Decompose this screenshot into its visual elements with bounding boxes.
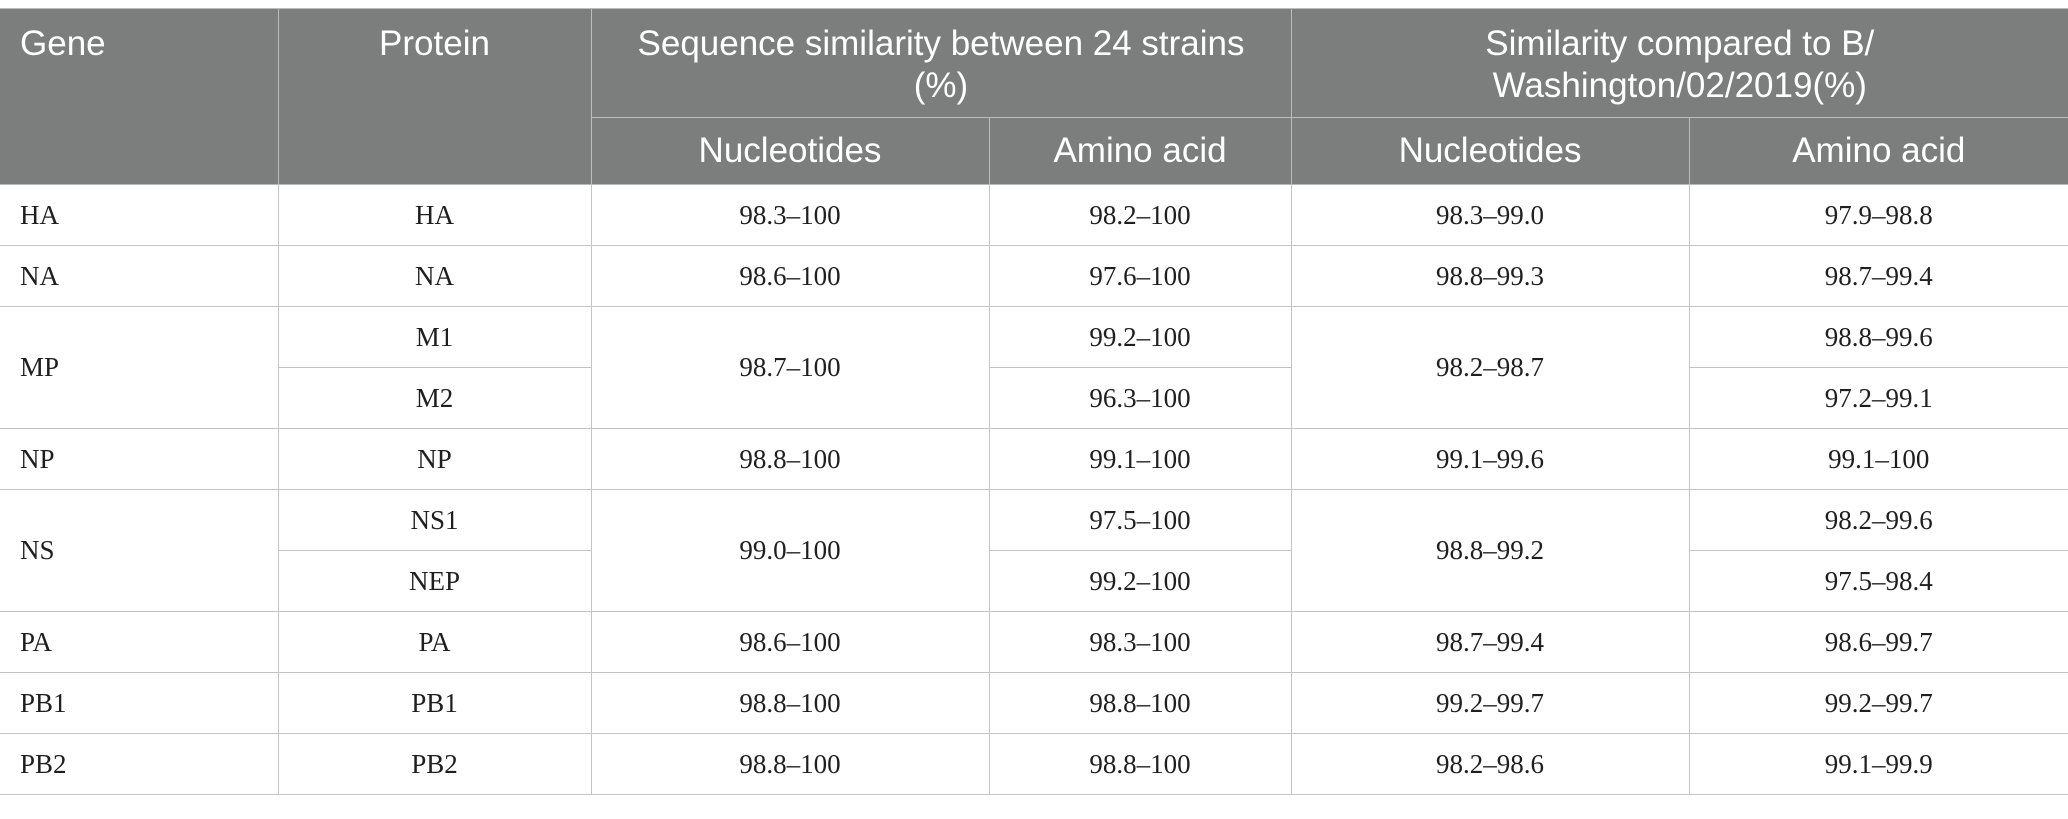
cell-amino-acid-strains: 97.5–100 bbox=[988, 489, 1292, 551]
cell-amino-acid-reference: 97.5–98.4 bbox=[1688, 550, 2068, 612]
cell-nucleotides-strains: 98.8–100 bbox=[590, 672, 990, 734]
table-row-pb1: PB1 PB1 98.8–100 98.8–100 99.2–99.7 99.2… bbox=[0, 672, 2068, 734]
cell-nucleotides-strains: 98.3–100 bbox=[590, 184, 990, 246]
cell-gene: MP bbox=[0, 306, 279, 429]
cell-protein: NP bbox=[277, 428, 592, 490]
header-similarity-reference: Similarity compared to B/ Washington/02/… bbox=[1290, 8, 2068, 118]
table-row-mp-m1: MP M1 98.7–100 99.2–100 98.2–98.7 98.8–9… bbox=[0, 306, 2068, 429]
table-row-ns-ns1: NS NS1 99.0–100 97.5–100 98.8–99.2 98.2–… bbox=[0, 489, 2068, 612]
cell-nucleotides-reference: 98.2–98.7 bbox=[1290, 306, 1690, 429]
cell-amino-acid-strains: 98.2–100 bbox=[988, 184, 1292, 246]
header-amino-acid-2: Amino acid bbox=[1688, 117, 2068, 185]
table-row-np: NP NP 98.8–100 99.1–100 99.1–99.6 99.1–1… bbox=[0, 428, 2068, 490]
cell-nucleotides-strains: 98.6–100 bbox=[590, 611, 990, 673]
header-sequence-similarity: Sequence similarity between 24 strains (… bbox=[590, 8, 1292, 118]
cell-amino-acid-reference: 98.2–99.6 bbox=[1688, 489, 2068, 551]
table-row-ns-nep: NEP 99.2–100 97.5–98.4 bbox=[0, 550, 2068, 612]
header-protein: Protein bbox=[277, 8, 592, 185]
header-nucleotides-1: Nucleotides bbox=[591, 117, 990, 185]
table-body: HA HA 98.3–100 98.2–100 98.3–99.0 97.9–9… bbox=[0, 184, 2068, 795]
cell-protein: PA bbox=[277, 611, 592, 673]
cell-amino-acid-strains: 98.8–100 bbox=[988, 672, 1292, 734]
cell-nucleotides-reference: 98.8–99.2 bbox=[1290, 489, 1690, 612]
table-row-pa: PA PA 98.6–100 98.3–100 98.7–99.4 98.6–9… bbox=[0, 611, 2068, 673]
cell-protein: PB2 bbox=[277, 733, 592, 795]
cell-nucleotides-strains: 98.8–100 bbox=[590, 428, 990, 490]
cell-gene: PB1 bbox=[0, 672, 279, 734]
cell-nucleotides-reference: 99.1–99.6 bbox=[1290, 428, 1690, 490]
cell-protein: PB1 bbox=[277, 672, 592, 734]
cell-amino-acid-reference: 99.1–99.9 bbox=[1688, 733, 2068, 795]
cell-nucleotides-reference: 98.7–99.4 bbox=[1290, 611, 1690, 673]
cell-amino-acid-strains: 99.1–100 bbox=[988, 428, 1292, 490]
cell-gene: NP bbox=[0, 428, 279, 490]
cell-protein: HA bbox=[277, 184, 592, 246]
cell-amino-acid-strains: 97.6–100 bbox=[988, 245, 1292, 307]
similarity-table: Gene Protein Sequence similarity between… bbox=[0, 8, 2068, 795]
cell-amino-acid-strains: 98.8–100 bbox=[988, 733, 1292, 795]
cell-amino-acid-reference: 99.2–99.7 bbox=[1688, 672, 2068, 734]
header-amino-acid-1: Amino acid bbox=[988, 117, 1292, 185]
cell-nucleotides-strains: 98.7–100 bbox=[590, 306, 990, 429]
table-row-pb2: PB2 PB2 98.8–100 98.8–100 98.2–98.6 99.1… bbox=[0, 733, 2068, 795]
cell-protein: NA bbox=[277, 245, 592, 307]
cell-amino-acid-reference: 99.1–100 bbox=[1688, 428, 2068, 490]
cell-amino-acid-reference: 98.6–99.7 bbox=[1688, 611, 2068, 673]
cell-protein: NEP bbox=[278, 550, 592, 612]
cell-nucleotides-reference: 98.8–99.3 bbox=[1290, 245, 1690, 307]
table-header: Gene Protein Sequence similarity between… bbox=[0, 8, 2068, 185]
cell-nucleotides-reference: 99.2–99.7 bbox=[1290, 672, 1690, 734]
cell-protein: M2 bbox=[278, 367, 592, 429]
table-container: Gene Protein Sequence similarity between… bbox=[0, 8, 2068, 795]
cell-amino-acid-strains: 99.2–100 bbox=[988, 306, 1292, 368]
table-row-na: NA NA 98.6–100 97.6–100 98.8–99.3 98.7–9… bbox=[0, 245, 2068, 307]
cell-amino-acid-reference: 98.7–99.4 bbox=[1688, 245, 2068, 307]
cell-nucleotides-strains: 98.8–100 bbox=[590, 733, 990, 795]
cell-nucleotides-strains: 99.0–100 bbox=[590, 489, 990, 612]
cell-nucleotides-reference: 98.3–99.0 bbox=[1290, 184, 1690, 246]
cell-protein: M1 bbox=[277, 306, 592, 368]
header-gene: Gene bbox=[0, 8, 279, 185]
header-nucleotides-2: Nucleotides bbox=[1290, 117, 1690, 185]
cell-gene: PA bbox=[0, 611, 279, 673]
cell-gene: PB2 bbox=[0, 733, 279, 795]
cell-nucleotides-strains: 98.6–100 bbox=[590, 245, 990, 307]
cell-amino-acid-strains: 98.3–100 bbox=[988, 611, 1292, 673]
cell-gene: NA bbox=[0, 245, 279, 307]
table-row-mp-m2: M2 96.3–100 97.2–99.1 bbox=[0, 367, 2068, 429]
cell-protein: NS1 bbox=[277, 489, 592, 551]
cell-amino-acid-reference: 98.8–99.6 bbox=[1688, 306, 2068, 368]
cell-nucleotides-reference: 98.2–98.6 bbox=[1290, 733, 1690, 795]
cell-gene: HA bbox=[0, 184, 279, 246]
cell-amino-acid-strains: 96.3–100 bbox=[988, 367, 1292, 429]
table-row-ha: HA HA 98.3–100 98.2–100 98.3–99.0 97.9–9… bbox=[0, 184, 2068, 246]
cell-gene: NS bbox=[0, 489, 279, 612]
cell-amino-acid-strains: 99.2–100 bbox=[988, 550, 1292, 612]
cell-amino-acid-reference: 97.2–99.1 bbox=[1688, 367, 2068, 429]
cell-amino-acid-reference: 97.9–98.8 bbox=[1688, 184, 2068, 246]
